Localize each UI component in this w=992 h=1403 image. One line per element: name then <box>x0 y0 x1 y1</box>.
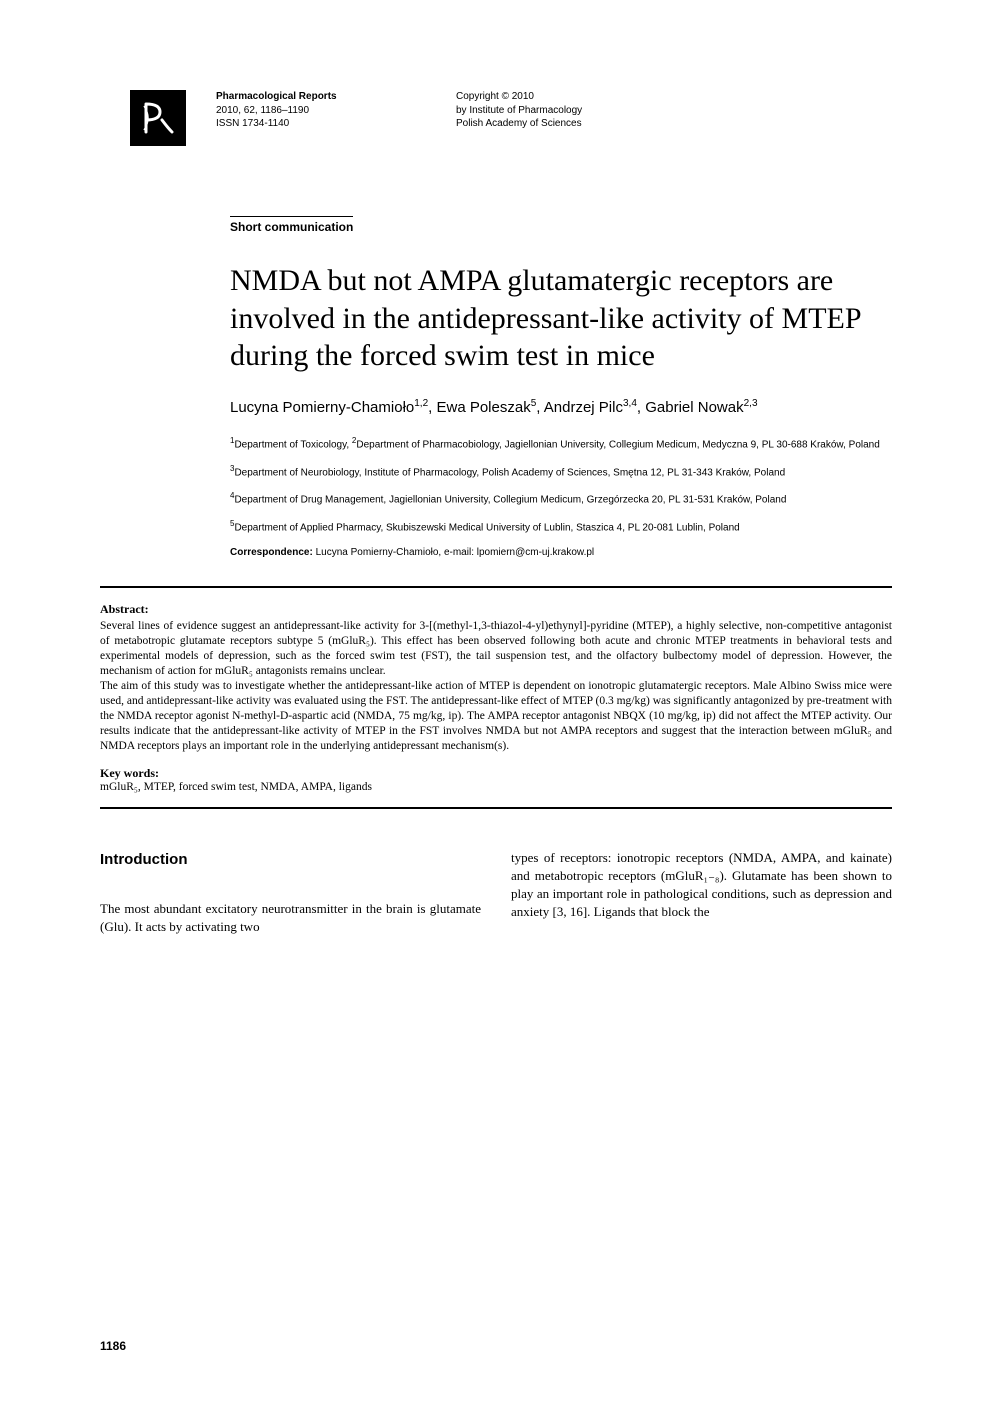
affiliation: 4Department of Drug Management, Jagiello… <box>230 491 892 507</box>
correspondence-text: Lucyna Pomierny-Chamioło, e-mail: lpomie… <box>313 547 594 558</box>
journal-citation: 2010, 62, 1186–1190 <box>216 104 426 118</box>
divider-rule <box>100 586 892 588</box>
section-label: Short communication <box>230 216 353 234</box>
copyright-line: Copyright © 2010 <box>456 90 582 104</box>
correspondence-label: Correspondence: <box>230 547 313 558</box>
page-number: 1186 <box>100 1339 126 1353</box>
copyright-line: Polish Academy of Sciences <box>456 117 582 131</box>
abstract-label: Abstract: <box>100 602 892 617</box>
article-header-block: Short communication NMDA but not AMPA gl… <box>230 216 892 558</box>
affiliation: 3Department of Neurobiology, Institute o… <box>230 464 892 480</box>
divider-rule <box>100 807 892 809</box>
introduction-heading: Introduction <box>100 849 481 870</box>
journal-name: Pharmacological Reports <box>216 90 426 104</box>
copyright-meta: Copyright © 2010 by Institute of Pharmac… <box>456 90 582 131</box>
affiliation: 5Department of Applied Pharmacy, Skubisz… <box>230 519 892 535</box>
keywords-label: Key words: <box>100 766 892 781</box>
keywords-text: mGluR₅, MTEP, forced swim test, NMDA, AM… <box>100 781 892 793</box>
body-column-left: Introduction The most abundant excitator… <box>100 849 481 936</box>
abstract-block: Abstract: Several lines of evidence sugg… <box>100 602 892 792</box>
affiliation: 1Department of Toxicology, 2Department o… <box>230 436 892 452</box>
journal-logo <box>130 90 186 146</box>
logo-glyph-icon <box>138 98 178 138</box>
body-text: types of receptors: ionotropic receptors… <box>511 849 892 922</box>
journal-meta: Pharmacological Reports 2010, 62, 1186–1… <box>216 90 426 131</box>
journal-issn: ISSN 1734-1140 <box>216 117 426 131</box>
correspondence: Correspondence: Lucyna Pomierny-Chamioło… <box>230 547 892 558</box>
body-columns: Introduction The most abundant excitator… <box>100 849 892 936</box>
authors-line: Lucyna Pomierny-Chamioło1,2, Ewa Polesza… <box>230 397 892 418</box>
abstract-text: Several lines of evidence suggest an ant… <box>100 619 892 753</box>
body-column-right: types of receptors: ionotropic receptors… <box>511 849 892 936</box>
copyright-line: by Institute of Pharmacology <box>456 104 582 118</box>
article-title: NMDA but not AMPA glutamatergic receptor… <box>230 262 892 375</box>
abstract-paragraph: The aim of this study was to investigate… <box>100 679 892 754</box>
body-text: The most abundant excitatory neurotransm… <box>100 900 481 936</box>
abstract-paragraph: Several lines of evidence suggest an ant… <box>100 619 892 679</box>
header-row: Pharmacological Reports 2010, 62, 1186–1… <box>130 90 892 146</box>
